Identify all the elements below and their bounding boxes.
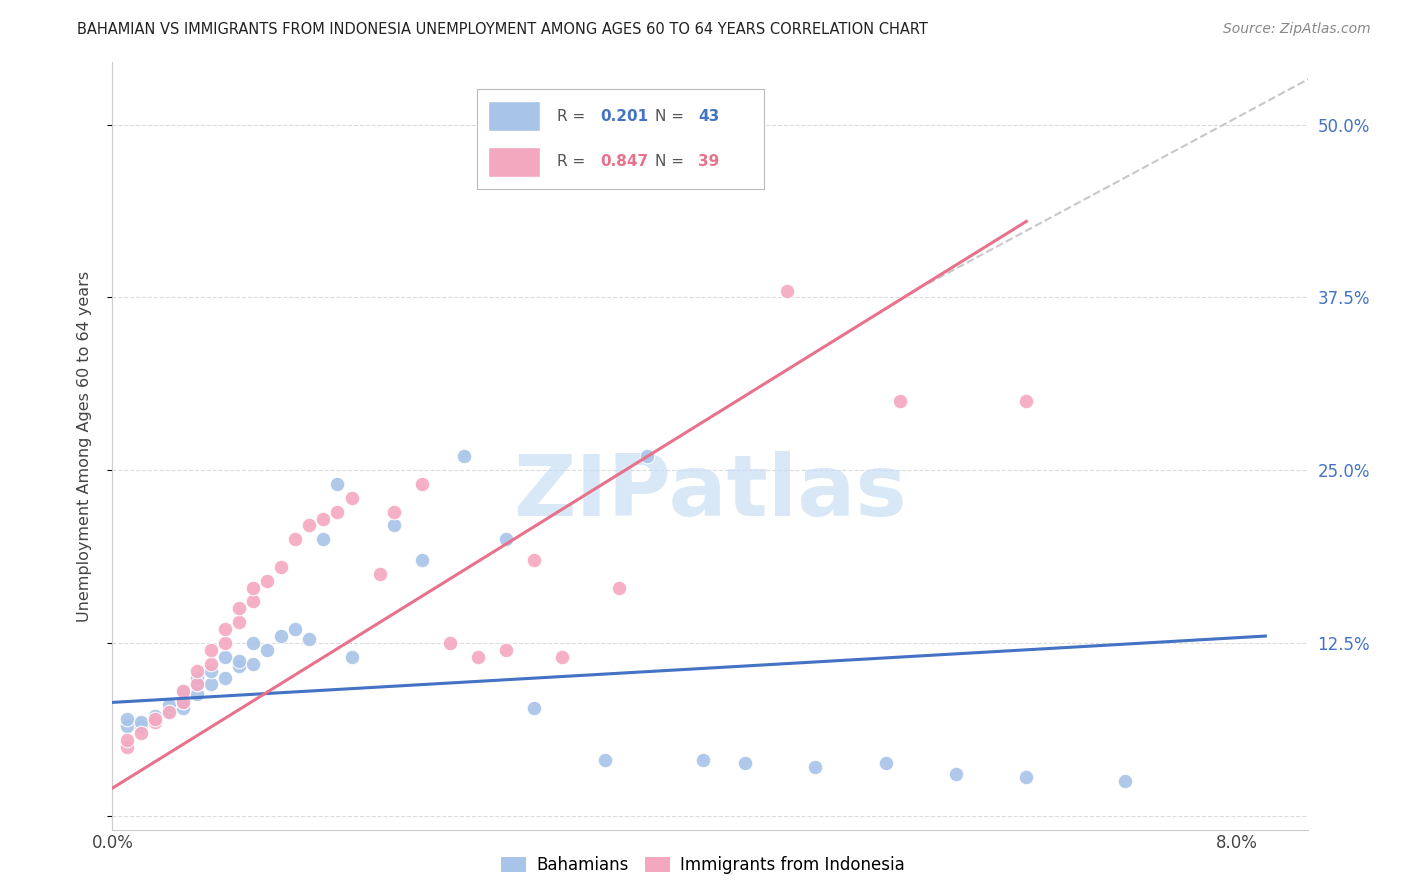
Point <box>368 566 391 581</box>
Point <box>200 677 222 691</box>
Point <box>593 754 616 768</box>
Point <box>776 284 799 298</box>
Point <box>129 726 152 740</box>
Point <box>467 649 489 664</box>
Point <box>186 664 208 678</box>
Point <box>256 574 278 588</box>
Point <box>411 553 433 567</box>
Point <box>143 714 166 729</box>
Point <box>340 491 363 505</box>
Point <box>284 622 307 636</box>
Point <box>270 560 292 574</box>
Point <box>326 505 349 519</box>
Point <box>312 511 335 525</box>
Point <box>143 712 166 726</box>
Point <box>186 677 208 691</box>
Text: ZIPatlas: ZIPatlas <box>513 450 907 533</box>
Point <box>551 649 574 664</box>
Point <box>326 477 349 491</box>
Point <box>706 118 728 132</box>
Point <box>382 505 405 519</box>
Y-axis label: Unemployment Among Ages 60 to 64 years: Unemployment Among Ages 60 to 64 years <box>77 270 91 622</box>
Point <box>143 709 166 723</box>
Point <box>523 701 546 715</box>
Point <box>115 739 138 754</box>
Point <box>664 118 686 132</box>
Point <box>242 657 264 671</box>
Point <box>298 632 321 646</box>
Point <box>172 695 194 709</box>
Point <box>439 636 461 650</box>
Point <box>312 533 335 547</box>
Point <box>172 701 194 715</box>
Point <box>411 477 433 491</box>
Point <box>945 767 967 781</box>
Point <box>172 684 194 698</box>
Point <box>115 712 138 726</box>
Point <box>1015 394 1038 409</box>
Point <box>270 629 292 643</box>
Point <box>804 760 827 774</box>
Point <box>228 659 250 673</box>
Point <box>157 705 180 719</box>
Point <box>143 712 166 726</box>
Point <box>214 636 236 650</box>
Point <box>214 649 236 664</box>
Point <box>186 687 208 701</box>
Point <box>200 657 222 671</box>
Point <box>200 664 222 678</box>
Point <box>692 754 714 768</box>
Point <box>382 518 405 533</box>
Point <box>1015 770 1038 784</box>
Point <box>172 695 194 709</box>
Point <box>298 518 321 533</box>
Point <box>228 615 250 630</box>
Point <box>186 671 208 685</box>
Point <box>607 581 630 595</box>
Point <box>172 684 194 698</box>
Point <box>495 533 517 547</box>
Point <box>284 533 307 547</box>
Point <box>129 719 152 733</box>
Point <box>115 719 138 733</box>
Point <box>1114 774 1136 789</box>
Point <box>242 636 264 650</box>
Point <box>636 450 658 464</box>
Point <box>242 581 264 595</box>
Point <box>875 756 897 771</box>
Text: BAHAMIAN VS IMMIGRANTS FROM INDONESIA UNEMPLOYMENT AMONG AGES 60 TO 64 YEARS COR: BAHAMIAN VS IMMIGRANTS FROM INDONESIA UN… <box>77 22 928 37</box>
Point <box>157 705 180 719</box>
Point <box>228 654 250 668</box>
Point <box>129 714 152 729</box>
Point <box>889 394 911 409</box>
Point <box>214 671 236 685</box>
Point <box>523 553 546 567</box>
Point <box>495 643 517 657</box>
Point <box>115 732 138 747</box>
Point <box>340 649 363 664</box>
Point <box>186 677 208 691</box>
Text: Source: ZipAtlas.com: Source: ZipAtlas.com <box>1223 22 1371 37</box>
Point <box>200 643 222 657</box>
Point <box>228 601 250 615</box>
Point <box>453 450 475 464</box>
Point <box>157 698 180 713</box>
Legend: Bahamians, Immigrants from Indonesia: Bahamians, Immigrants from Indonesia <box>496 851 910 880</box>
Point <box>734 756 756 771</box>
Point <box>214 622 236 636</box>
Point <box>242 594 264 608</box>
Point <box>256 643 278 657</box>
